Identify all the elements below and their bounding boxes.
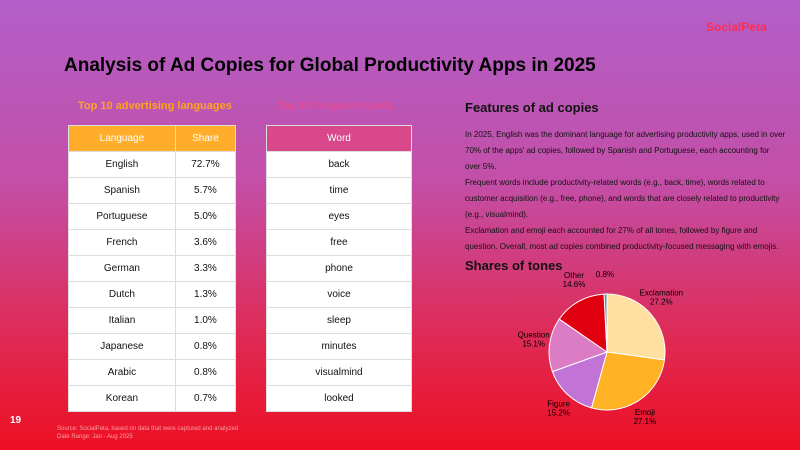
table-row: French 3.6% — [68, 229, 237, 256]
page-number: 19 — [10, 415, 22, 426]
table-cell: visualmind — [266, 359, 412, 386]
table-cell: Korean — [68, 385, 176, 412]
table-row: voice — [266, 281, 412, 308]
table-row: Japanese 0.8% — [68, 333, 237, 360]
table-row: visualmind — [266, 359, 412, 386]
pie-slice — [606, 293, 666, 361]
table-row: Korean 0.7% — [68, 385, 237, 412]
slice-value: 15.2% — [547, 409, 570, 418]
table-row: Italian 1.0% — [68, 307, 237, 334]
table-row: looked — [266, 385, 412, 412]
slice-value: 15.1% — [522, 340, 545, 349]
slice-value: 14.6% — [563, 280, 586, 289]
slice-label: Emoji — [635, 408, 655, 417]
table-cell: free — [266, 229, 412, 256]
table-cell: French — [68, 229, 176, 256]
table-cell: Dutch — [68, 281, 176, 308]
table-row: minutes — [266, 333, 412, 360]
slice-value: 0.8% — [596, 270, 614, 279]
slice-label: Exclamation — [640, 288, 684, 297]
table-title: Top 10 advertising languages — [78, 100, 232, 112]
slice-label: Question — [518, 331, 550, 340]
table-cell: English — [68, 151, 176, 178]
date-note: Date Range: Jan - Aug 2025 — [57, 434, 133, 440]
table-row: time — [266, 177, 412, 204]
table-cell: Portuguese — [68, 203, 176, 230]
table-cell: 0.7% — [174, 385, 237, 412]
table-cell: 0.8% — [174, 359, 237, 386]
table-cell: 3.3% — [174, 255, 237, 282]
table-row: Portuguese 5.0% — [68, 203, 237, 230]
table-cell: 5.7% — [174, 177, 237, 204]
table-cell: sleep — [266, 307, 412, 334]
table-cell: 72.7% — [174, 151, 237, 178]
paragraph: In 2025, English was the dominant langua… — [465, 130, 786, 171]
pie-slice — [603, 293, 608, 353]
header-cell: Word — [266, 125, 412, 152]
table-cell: looked — [266, 385, 412, 412]
section-title: Features of ad copies — [465, 100, 599, 115]
table-cell: Arabic — [68, 359, 176, 386]
source-note: Source: SocialPeta, based on data that w… — [57, 426, 239, 432]
brand-logo: SocialPeta — [706, 20, 767, 34]
header-row: Word — [266, 125, 412, 152]
section-title: Shares of tones — [465, 258, 563, 273]
table-row: Arabic 0.8% — [68, 359, 237, 386]
pie-slice — [558, 293, 608, 353]
table-title: Top 10 frequent words — [277, 100, 395, 112]
paragraph: Exclamation and emoji each accounted for… — [465, 226, 779, 251]
table-row: eyes — [266, 203, 412, 230]
paragraph: Frequent words include productivity-rela… — [465, 178, 780, 219]
pie-slice — [590, 351, 666, 411]
table-row: back — [266, 151, 412, 178]
table-cell: 3.6% — [174, 229, 237, 256]
words-table: Word back time eyes free phone voice sleep minut… — [266, 125, 412, 412]
slice-value: 27.2% — [650, 297, 673, 306]
table-cell: phone — [266, 255, 412, 282]
pie-slice — [548, 318, 609, 373]
header-cell: Share — [174, 125, 237, 152]
table-cell: back — [266, 151, 412, 178]
header-cell: Language — [68, 125, 176, 152]
table-cell: 0.8% — [174, 333, 237, 360]
table-cell: German — [68, 255, 176, 282]
table-row: German 3.3% — [68, 255, 237, 282]
table-row: phone — [266, 255, 412, 282]
table-row: sleep — [266, 307, 412, 334]
table-cell: Japanese — [68, 333, 176, 360]
table-cell: voice — [266, 281, 412, 308]
table-cell: time — [266, 177, 412, 204]
slice-label: Figure — [547, 400, 570, 409]
pie-slice — [551, 351, 608, 409]
table-cell: 5.0% — [174, 203, 237, 230]
slice-value: 27.1% — [634, 417, 657, 426]
table-row: Spanish 5.7% — [68, 177, 237, 204]
table-cell: eyes — [266, 203, 412, 230]
table-cell: Spanish — [68, 177, 176, 204]
table-row: free — [266, 229, 412, 256]
table-row: Dutch 1.3% — [68, 281, 237, 308]
header-row: Language Share — [68, 125, 237, 152]
features-text: In 2025, English was the dominant langua… — [465, 127, 787, 255]
table-cell: minutes — [266, 333, 412, 360]
table-cell: Italian — [68, 307, 176, 334]
slide-title: Analysis of Ad Copies for Global Product… — [64, 55, 596, 76]
languages-table: Language Share English 72.7% Spanish 5.7% Port… — [68, 125, 237, 412]
table-cell: 1.0% — [174, 307, 237, 334]
table-cell: 1.3% — [174, 281, 237, 308]
table-row: English 72.7% — [68, 151, 237, 178]
slice-label: Other — [564, 271, 584, 280]
